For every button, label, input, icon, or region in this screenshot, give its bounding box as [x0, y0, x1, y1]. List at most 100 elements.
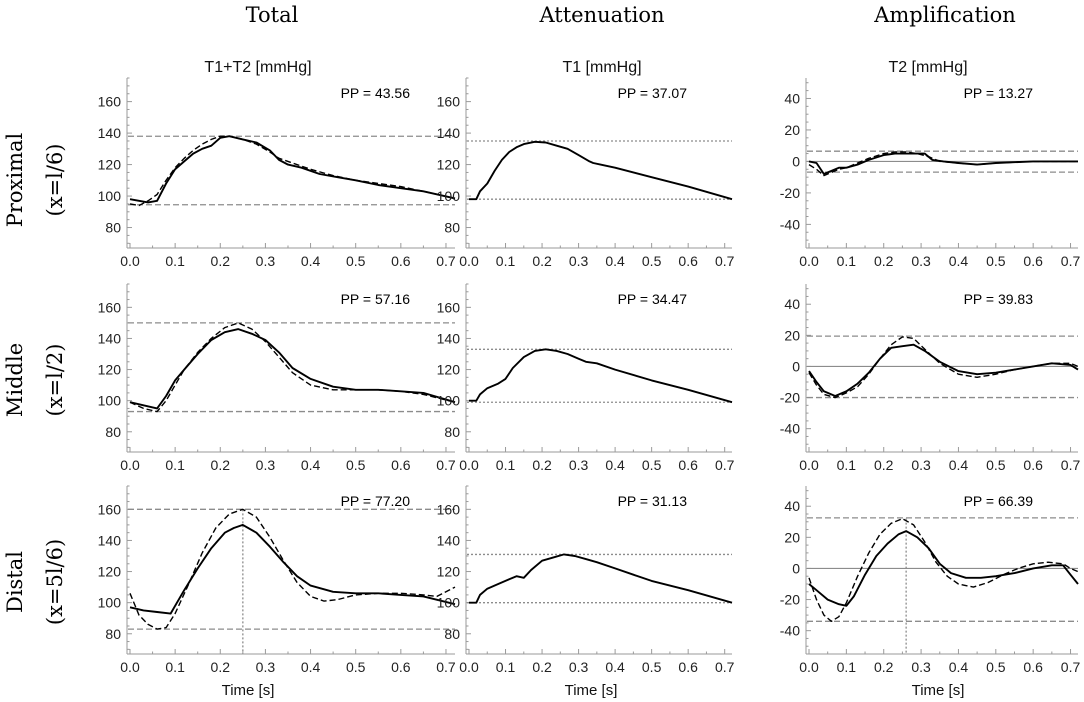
- x-tick-label: 0.5: [642, 253, 662, 269]
- column-subtitle-amplification: T2 [mmHg]: [888, 59, 967, 76]
- pulse-pressure-label: PP = 77.20: [341, 493, 411, 509]
- x-tick-label: 0.0: [459, 253, 479, 269]
- x-tick-label: 0.7: [1061, 457, 1081, 473]
- column-subtitle-attenuation: T1 [mmHg]: [562, 59, 641, 76]
- x-tick-label: 0.5: [642, 659, 662, 675]
- x-tick-label: 0.3: [569, 457, 589, 473]
- pulse-pressure-label: PP = 13.27: [964, 85, 1034, 101]
- x-tick-label: 0.3: [256, 253, 276, 269]
- y-tick-label: -40: [780, 421, 800, 437]
- y-tick-label: 120: [98, 564, 122, 580]
- x-tick-label: 0.3: [569, 253, 589, 269]
- xlabel-amplification: Time [s]: [912, 682, 965, 699]
- y-tick-label: 160: [98, 94, 122, 110]
- y-tick-label: 20: [784, 327, 800, 343]
- x-tick-label: 0.6: [678, 253, 698, 269]
- x-tick-label: 0.2: [211, 457, 231, 473]
- y-tick-label: 140: [98, 330, 122, 346]
- y-tick-label: 160: [437, 501, 461, 517]
- x-tick-label: 0.2: [874, 457, 894, 473]
- y-tick-label: 80: [444, 220, 460, 236]
- y-tick-label: 80: [105, 220, 121, 236]
- y-tick-label: 80: [105, 626, 121, 642]
- x-tick-label: 0.5: [986, 659, 1006, 675]
- x-tick-label: 0.6: [391, 253, 411, 269]
- pulse-pressure-label: PP = 34.47: [618, 291, 688, 307]
- series-line-measured: [808, 152, 1078, 175]
- x-tick-label: 0.7: [436, 659, 456, 675]
- x-tick-label: 0.4: [949, 457, 969, 473]
- y-tick-label: 40: [784, 498, 800, 514]
- column-title-attenuation: Attenuation: [539, 3, 665, 27]
- x-tick-label: 0.1: [165, 659, 185, 675]
- x-tick-label: 0.4: [301, 253, 321, 269]
- y-tick-label: 20: [784, 122, 800, 138]
- pulse-pressure-label: PP = 31.13: [618, 493, 688, 509]
- y-tick-label: 100: [437, 188, 461, 204]
- series-line-T1: [469, 140, 733, 201]
- x-tick-label: 0.0: [799, 457, 819, 473]
- y-tick-label: 120: [437, 362, 461, 378]
- panel-total-distal: 80 100 120 140 160 0.0 0.1 0.2 0.3 0.4 0.5 0.6 0.7 PP…: [98, 485, 456, 675]
- x-tick-label: 0.3: [911, 253, 931, 269]
- x-tick-label: 0.5: [986, 457, 1006, 473]
- x-tick-label: 0.5: [346, 457, 366, 473]
- x-tick-label: 0.2: [874, 253, 894, 269]
- x-tick-label: 0.4: [301, 457, 321, 473]
- series-line-model: [129, 508, 456, 630]
- y-tick-label: 160: [437, 94, 461, 110]
- series-line-model: [808, 518, 1079, 622]
- y-tick-label: 140: [98, 125, 122, 141]
- y-tick-label: 80: [444, 424, 460, 440]
- row-title-proximal: Proximal: [3, 132, 27, 227]
- y-tick-label: 160: [98, 299, 122, 315]
- panel-attenuation-distal: 80 100 120 140 160 0.0 0.1 0.2 0.3 0.4 0.5 0.6 0.7 PP…: [437, 485, 735, 675]
- series-line-model: [808, 151, 1078, 177]
- x-tick-label: 0.6: [1023, 253, 1043, 269]
- column-title-amplification: Amplification: [873, 3, 1016, 27]
- x-tick-label: 0.0: [799, 253, 819, 269]
- y-tick-label: 120: [437, 564, 461, 580]
- x-tick-label: 0.2: [532, 253, 552, 269]
- y-tick-label: 120: [98, 157, 122, 173]
- xlabel-total: Time [s]: [222, 682, 275, 699]
- y-tick-label: 0: [792, 358, 800, 374]
- pulse-pressure-label: PP = 57.16: [341, 291, 411, 307]
- y-tick-label: 20: [784, 529, 800, 545]
- pulse-pressure-label: PP = 39.83: [964, 291, 1034, 307]
- y-tick-label: 160: [437, 299, 461, 315]
- y-tick-label: 140: [437, 125, 461, 141]
- y-tick-label: -20: [780, 592, 800, 608]
- x-tick-label: 0.6: [1023, 457, 1043, 473]
- series-line-T1: [469, 553, 733, 604]
- panel-total-proximal: 80 100 120 140 160 0.0 0.1 0.2 0.3 0.4 0.5 0.6 0.7 PP…: [98, 77, 456, 269]
- row-title-distal: Distal: [3, 551, 27, 613]
- x-tick-label: 0.7: [436, 457, 456, 473]
- y-tick-label: 140: [437, 330, 461, 346]
- x-tick-label: 0.2: [532, 457, 552, 473]
- pulse-pressure-label: PP = 37.07: [618, 85, 688, 101]
- series-line-model: [129, 322, 456, 413]
- x-tick-label: 0.3: [911, 457, 931, 473]
- panel-attenuation-middle: 80 100 120 140 160 0.0 0.1 0.2 0.3 0.4 0.5 0.6 0.7 PP…: [437, 283, 735, 473]
- series-line-T1: [469, 348, 733, 404]
- xlabel-attenuation: Time [s]: [565, 682, 618, 699]
- x-tick-label: 0.4: [949, 659, 969, 675]
- x-tick-label: 0.0: [459, 457, 479, 473]
- y-tick-label: 100: [98, 595, 122, 611]
- y-tick-label: 0: [792, 153, 800, 169]
- y-tick-label: -40: [780, 216, 800, 232]
- y-tick-label: -20: [780, 185, 800, 201]
- y-tick-label: 0: [792, 560, 800, 576]
- y-tick-label: 40: [784, 296, 800, 312]
- x-tick-label: 0.7: [715, 659, 735, 675]
- y-tick-label: 140: [437, 532, 461, 548]
- x-tick-label: 0.6: [391, 457, 411, 473]
- x-tick-label: 0.3: [256, 659, 276, 675]
- x-tick-label: 0.7: [436, 253, 456, 269]
- x-tick-label: 0.1: [837, 253, 857, 269]
- x-tick-label: 0.4: [949, 253, 969, 269]
- series-line-measured: [129, 523, 456, 615]
- x-tick-label: 0.1: [165, 253, 185, 269]
